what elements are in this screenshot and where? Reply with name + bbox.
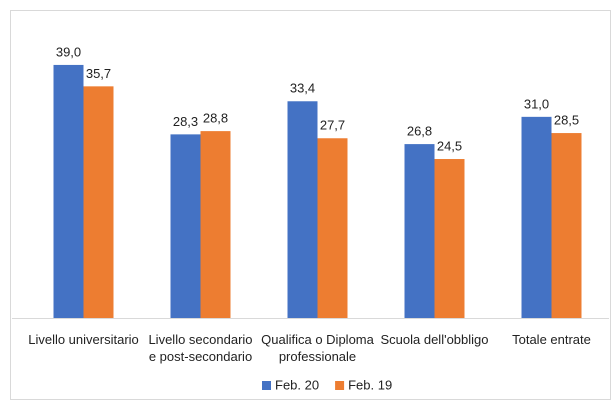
- data-label: 39,0: [56, 44, 81, 59]
- data-label: 26,8: [407, 124, 432, 139]
- x-tick-label: Totale entrate: [512, 332, 591, 347]
- bar: [287, 101, 318, 318]
- x-tick-label: Livello secondario e post-secondario: [148, 332, 253, 364]
- bar: [317, 138, 348, 318]
- x-tick-label: Qualifica o Diploma professionale: [261, 332, 374, 364]
- legend-label: Feb. 20: [275, 377, 319, 392]
- data-label: 35,7: [86, 66, 111, 81]
- data-label: 33,4: [290, 81, 315, 96]
- x-tick-label: Livello universitario: [28, 332, 139, 347]
- bar: [434, 159, 465, 318]
- data-label: 31,0: [524, 96, 549, 111]
- bar: [83, 86, 114, 318]
- legend-swatch: [335, 381, 345, 390]
- data-label: 28,5: [554, 113, 579, 128]
- bar: [170, 134, 201, 318]
- legend-label: Feb. 19: [348, 377, 392, 392]
- data-label: 28,3: [173, 114, 198, 129]
- bar: [53, 64, 84, 318]
- data-label: 24,5: [437, 138, 462, 153]
- bar: [404, 144, 435, 318]
- data-label: 27,7: [320, 118, 345, 133]
- bar: [521, 116, 552, 318]
- legend-swatch: [262, 381, 271, 390]
- data-label: 28,8: [203, 111, 228, 126]
- bar: [200, 131, 231, 318]
- x-tick-label: Scuola dell'obbligo: [380, 332, 489, 347]
- bar: [551, 133, 582, 318]
